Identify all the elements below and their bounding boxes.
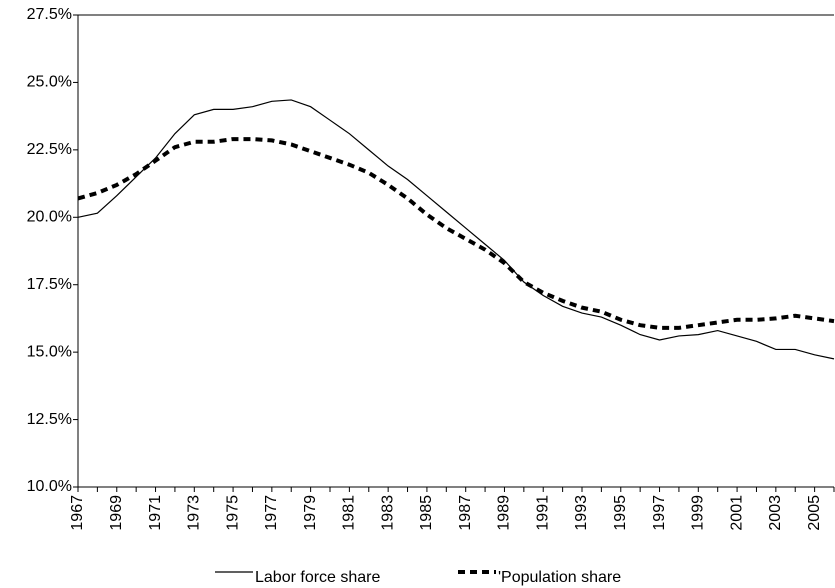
x-tick-label: 1969 (108, 495, 125, 531)
x-tick-label: 1979 (302, 495, 319, 531)
x-tick-label: 1997 (651, 495, 668, 531)
x-tick-label: 2001 (728, 495, 745, 531)
y-tick-label: 10.0% (27, 478, 72, 495)
x-tick-label: 1991 (534, 495, 551, 531)
y-tick-label: 27.5% (27, 6, 72, 23)
legend-label: Labor force share (255, 569, 381, 586)
x-tick-label: 1981 (341, 495, 358, 531)
x-tick-label: 1989 (496, 495, 513, 531)
x-tick-label: 2005 (806, 495, 823, 531)
x-tick-label: 1973 (186, 495, 203, 531)
x-tick-label: 2003 (767, 495, 784, 531)
x-tick-label: 1985 (418, 495, 435, 531)
y-tick-label: 17.5% (27, 276, 72, 293)
x-tick-label: 1975 (224, 495, 241, 531)
legend-label: 'Population share (498, 569, 621, 586)
data-line (77, 99, 835, 360)
x-tick-label: 1999 (690, 495, 707, 531)
x-tick-label: 1977 (263, 495, 280, 531)
y-tick-label: 15.0% (27, 343, 72, 360)
data-line (77, 137, 835, 330)
x-tick-label: 1993 (573, 495, 590, 531)
x-tick-label: 1971 (147, 495, 164, 531)
y-tick-label: 22.5% (27, 141, 72, 158)
x-tick-label: 1987 (457, 495, 474, 531)
y-tick-label: 12.5% (27, 411, 72, 428)
x-tick-label: 1983 (379, 495, 396, 531)
y-tick-label: 20.0% (27, 209, 72, 226)
x-tick-label: 1995 (612, 495, 629, 531)
y-tick-label: 25.0% (27, 74, 72, 91)
x-tick-label: 1967 (69, 495, 86, 531)
